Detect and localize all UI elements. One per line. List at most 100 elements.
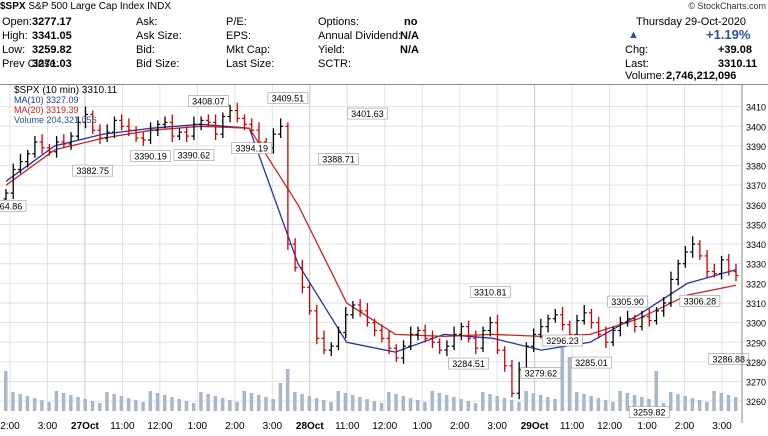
volume-bar: [25, 396, 30, 411]
volume-bar: [705, 402, 709, 411]
volume-bar: [430, 391, 434, 411]
volume-bar: [264, 397, 268, 411]
volume-bar: [249, 393, 254, 411]
volume-bar: [502, 398, 507, 411]
volume-bar: [32, 398, 37, 411]
volume-bar: [307, 396, 312, 411]
annotation-label: 3364.86: [0, 201, 22, 211]
annotation-label: 3409.51: [272, 94, 305, 104]
y-tick-label: 3330: [746, 260, 766, 270]
volume-bar: [690, 398, 695, 411]
volume-bar: [603, 400, 608, 411]
volume-bar: [719, 393, 724, 411]
prev-close-label: Prev Close:: [2, 58, 59, 70]
volume-bar: [466, 401, 471, 411]
price-chart: 3364.86 3382.75 3390.19 3390.62 3408.07 3394.…: [0, 84, 768, 433]
volume-bar: [163, 395, 167, 411]
x-tick-label: 27Oct: [71, 421, 99, 432]
x-tick-label: 12:00: [597, 421, 622, 432]
volume-bar: [141, 402, 145, 411]
volume-bar: [517, 402, 521, 411]
volume-bar: [336, 391, 340, 411]
volume-bar: [618, 391, 622, 411]
annotation-box: [679, 295, 721, 307]
prev-close-value: 3271.03: [32, 58, 72, 70]
volume-bar: [242, 391, 247, 411]
volume-bar: [538, 395, 543, 411]
volume-bar: [553, 399, 557, 411]
volume-bar: [697, 400, 702, 411]
volume-bar: [408, 398, 413, 411]
annotation-label: 3401.63: [351, 109, 384, 119]
price-chart-svg: 3364.86 3382.75 3390.19 3390.62 3408.07 3394.…: [0, 85, 766, 432]
volume-bar: [524, 391, 528, 411]
volume-bar: [112, 394, 116, 411]
volume-bar: [647, 399, 651, 411]
last-value: 3310.11: [718, 58, 758, 70]
y-tick-label: 3370: [746, 181, 766, 191]
y-tick-label: 3380: [746, 162, 766, 172]
x-tick-label: 3:00: [38, 421, 58, 432]
volume-bar: [40, 400, 44, 411]
volume-bar: [582, 394, 586, 411]
legend-volume: Volume 204,321,056: [14, 115, 97, 125]
annotation-label: 3306.28: [684, 296, 717, 306]
volume-bar: [11, 392, 15, 411]
volume-bar: [560, 341, 565, 411]
ma20-line: [5, 125, 737, 338]
volume-bar: [61, 393, 66, 411]
volume-bar: [119, 396, 124, 411]
options-label: Options:: [318, 16, 359, 28]
volume-bars: [4, 341, 738, 411]
high-label: High:: [2, 30, 28, 42]
volume-bar: [481, 392, 485, 411]
legend-ma20: MA(20) 3319.39: [14, 105, 79, 115]
credit-text: © StockCharts.com: [688, 1, 766, 11]
ma10-line: [5, 123, 737, 353]
annotation-label: 3285.01: [575, 358, 608, 368]
y-tick-label: 3390: [746, 142, 766, 152]
open-value: 3277.17: [32, 16, 72, 28]
volume-bar: [213, 396, 218, 411]
exchange: INDX: [147, 1, 172, 12]
last-label: Last:: [625, 58, 649, 70]
mktcap-label: Mkt Cap:: [226, 44, 271, 56]
change-value: +39.08: [718, 44, 752, 56]
legend: $SPX (10 min) 3310.11 MA(10) 3327.09 MA(…: [14, 85, 118, 125]
volume-bar: [509, 400, 514, 411]
bid-size-label: Bid Size:: [136, 58, 180, 70]
up-arrow-icon: ▲: [628, 29, 639, 41]
x-tick-label: 12:00: [147, 421, 172, 432]
x-tick-label: 3:00: [712, 421, 732, 432]
volume-bar: [365, 399, 369, 411]
volume-bar: [734, 397, 738, 411]
low-label: Low:: [2, 44, 26, 56]
annotation-box: [469, 286, 511, 298]
dividend-label: Annual Dividend:: [318, 30, 402, 42]
volume-value: 2,746,212,096: [666, 70, 737, 82]
volume-bar: [394, 394, 398, 411]
volume-bar: [459, 399, 463, 411]
x-tick-label: 11:00: [560, 421, 585, 432]
ask-label: Ask:: [136, 16, 158, 28]
annotation-label: 3390.62: [178, 151, 211, 161]
volume-bar: [343, 393, 348, 411]
volume-bar: [235, 402, 239, 411]
volume-bar: [300, 394, 304, 411]
annotation-box: [173, 149, 215, 161]
y-tick-label: 3340: [746, 240, 766, 250]
volume-bar: [47, 402, 51, 411]
annotation-box: [448, 357, 489, 370]
volume-bar: [177, 399, 181, 411]
volume-bar: [415, 400, 420, 411]
volume-bar: [625, 393, 630, 411]
y-tick-label: 3320: [746, 279, 766, 289]
x-tick-label: 1:00: [637, 421, 657, 432]
volume-bar: [596, 398, 601, 411]
volume-bar: [322, 400, 326, 411]
volume-bar: [220, 398, 225, 411]
options-value: no: [404, 16, 418, 28]
symbol: $SPX: [0, 1, 26, 12]
volume-bar: [285, 369, 290, 411]
volume-label: Volume:: [625, 70, 665, 82]
